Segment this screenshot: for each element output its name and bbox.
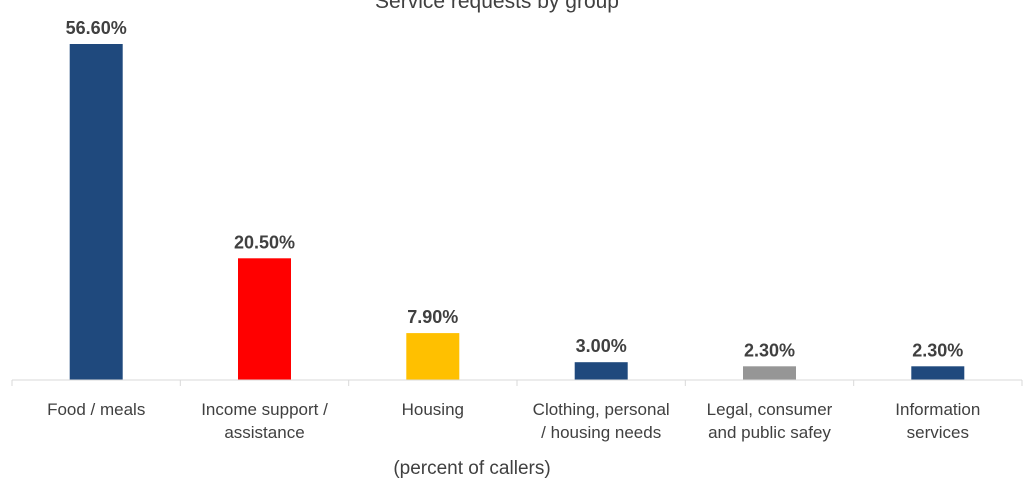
x-tick-labels-group: Food / meals Income support / assistance Ho… (47, 400, 980, 442)
x-axis-title: (percent of callers) (393, 458, 550, 479)
chart-title: Service requests by group (375, 0, 619, 13)
data-label: 2.30% (912, 340, 963, 360)
bars-group (69, 44, 965, 380)
x-tick-label: Legal, consumer and public safey (707, 400, 833, 442)
x-tick-label: Clothing, personal / housing needs (533, 400, 670, 442)
bar (69, 44, 123, 380)
bar (574, 362, 628, 380)
data-label: 3.00% (576, 336, 627, 356)
bar (238, 258, 291, 380)
x-tick-label: Income support / assistance (201, 400, 328, 442)
bar (743, 366, 796, 380)
bar (911, 366, 965, 380)
bar (406, 333, 460, 380)
data-label: 56.60% (66, 18, 127, 38)
data-label: 7.90% (407, 307, 458, 327)
x-tick-label: Information services (895, 400, 980, 442)
x-tick-label: Housing (402, 400, 464, 419)
data-label: 20.50% (234, 232, 295, 252)
x-tick-label: Food / meals (47, 400, 145, 419)
value-labels-group: 56.60% 20.50% 7.90% 3.00% 2.30% 2.30% (66, 18, 964, 360)
data-label: 2.30% (744, 340, 795, 360)
x-axis (11, 379, 1023, 386)
